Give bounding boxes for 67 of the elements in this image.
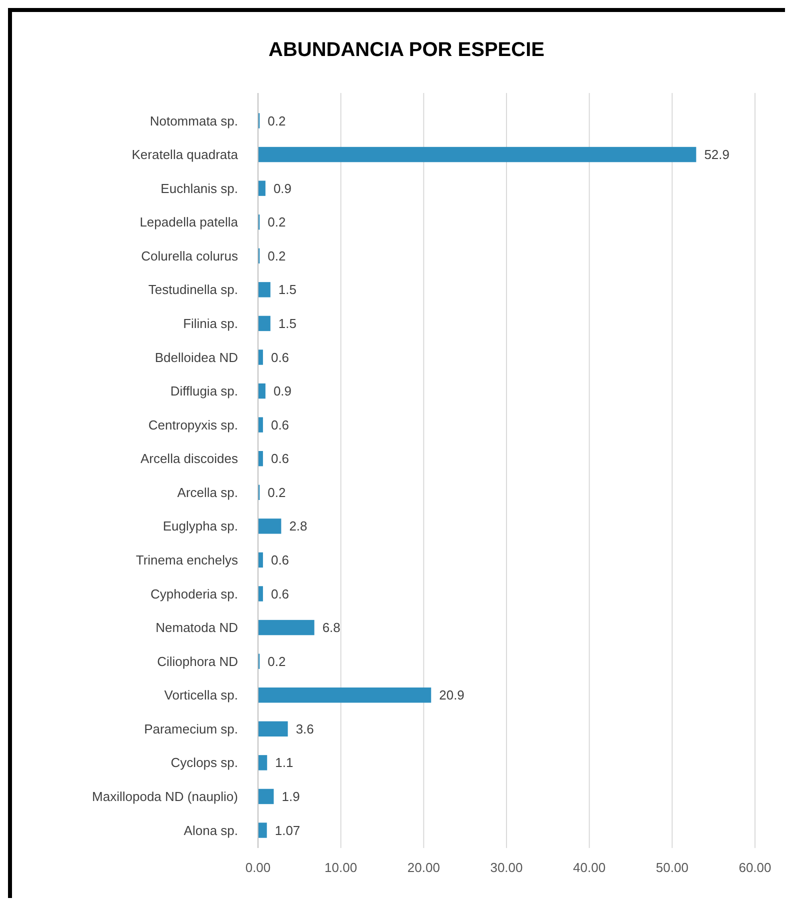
bar (258, 620, 314, 636)
chart-title: ABUNDANCIA POR ESPECIE (268, 39, 544, 61)
data-label: 0.2 (268, 654, 286, 669)
data-label: 0.6 (270, 552, 290, 568)
x-tick-label: 50.00 (656, 860, 688, 875)
y-tick-label: Lepadella patella (140, 214, 239, 230)
data-label: 1.1 (275, 755, 294, 770)
data-label: 6.8 (322, 620, 340, 636)
y-tick-label: Paramecium sp. (144, 721, 238, 736)
x-tick-label: 40.00 (573, 860, 606, 875)
y-tick-label: Euchlanis sp. (160, 180, 238, 196)
data-label: 0.6 (270, 417, 290, 432)
y-tick-label: Centropyxis sp. (148, 417, 238, 432)
data-label: 0.2 (268, 484, 286, 500)
x-tick-label: 20.00 (407, 860, 440, 875)
x-tick-label: 0.00 (245, 860, 271, 875)
data-label: 1.5 (278, 316, 297, 332)
data-label: 0.2 (268, 248, 286, 264)
bar (258, 350, 263, 365)
x-tick-label: 30.00 (490, 860, 523, 875)
bar (258, 822, 267, 838)
y-tick-label: Filinia sp. (183, 316, 238, 332)
y-tick-label: Trinema enchelys (136, 552, 238, 568)
y-tick-label: Ciliophora ND (157, 654, 238, 669)
bar (258, 282, 270, 298)
data-label: 2.8 (289, 518, 308, 534)
data-label: 0.2 (268, 113, 286, 128)
data-label: 0.6 (270, 586, 290, 602)
data-label: 0.9 (273, 180, 292, 196)
data-label: 0.6 (270, 451, 290, 466)
y-tick-label: Arcella sp. (177, 484, 238, 500)
x-tick-label: 60.00 (738, 860, 772, 875)
y-tick-label: Euglypha sp. (162, 518, 238, 534)
data-label: 0.2 (268, 214, 286, 230)
bar (258, 417, 263, 432)
y-tick-label: Arcella discoides (140, 451, 238, 466)
y-tick-label: Testudinella sp. (148, 282, 238, 298)
bar (258, 180, 266, 196)
data-label: 0.6 (270, 350, 290, 365)
data-label: 1.5 (278, 282, 297, 298)
bar (258, 688, 432, 703)
y-tick-label: Alona sp. (184, 822, 238, 838)
data-label: 3.6 (296, 721, 314, 736)
x-tick-label: 10.00 (324, 860, 358, 875)
bar (258, 383, 266, 399)
data-label: 20.9 (439, 688, 464, 703)
bar (258, 755, 268, 770)
y-tick-label: Cyclops sp. (170, 755, 238, 770)
y-tick-label: Cyphoderia sp. (150, 586, 238, 602)
data-label: 52.9 (704, 147, 730, 162)
y-tick-label: Notommata sp. (150, 113, 238, 128)
bar (258, 316, 270, 332)
y-tick-label: Difflugia sp. (170, 384, 238, 399)
data-label: 1.9 (282, 789, 300, 804)
bar (258, 518, 282, 534)
bar (258, 788, 274, 804)
data-label: 1.07 (274, 822, 300, 838)
bar (258, 721, 288, 737)
y-tick-label: Vorticella sp. (164, 688, 238, 703)
y-tick-label: Nematoda ND (156, 620, 238, 636)
y-tick-label: Keratella quadrata (132, 147, 239, 162)
y-tick-label: Bdelloidea ND (154, 350, 238, 365)
data-label: 0.9 (273, 384, 292, 399)
y-tick-label: Colurella colurus (141, 248, 238, 264)
bar (258, 586, 263, 602)
y-tick-label: Maxillopoda ND (nauplio) (92, 789, 238, 804)
bar (258, 146, 696, 162)
